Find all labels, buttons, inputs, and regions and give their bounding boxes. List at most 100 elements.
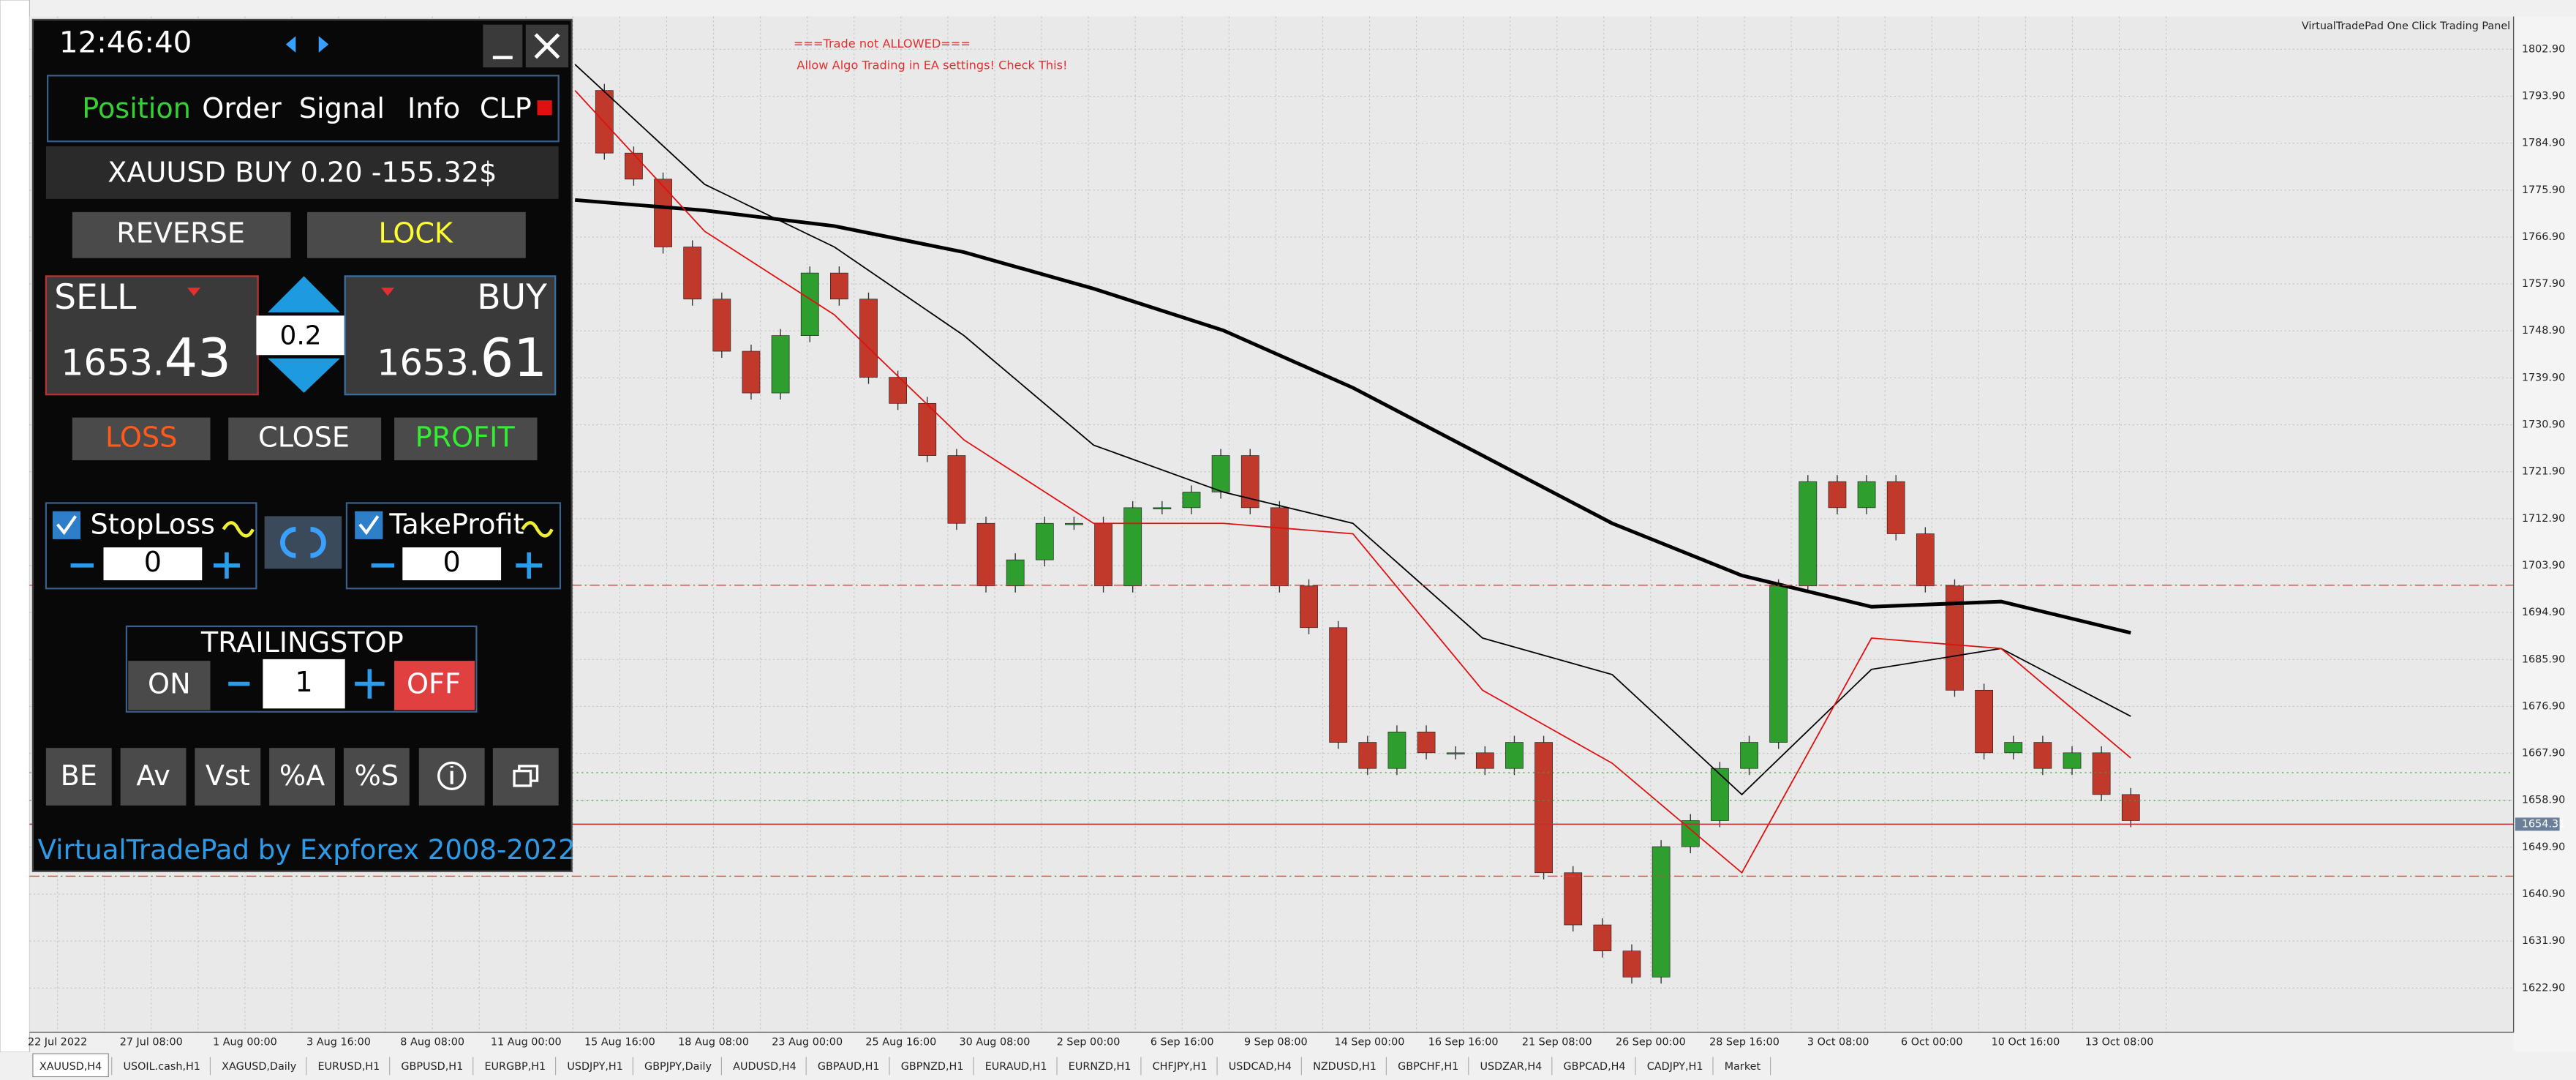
stoploss-input[interactable] bbox=[103, 547, 203, 581]
sell-button[interactable] bbox=[45, 275, 259, 396]
symbol-tab[interactable] bbox=[1640, 1054, 1710, 1077]
symbol-tab-label: GBPCAD,H4 bbox=[1564, 1061, 1626, 1073]
trailing-input[interactable] bbox=[263, 659, 345, 709]
x-tick-label: 23 Aug 00:00 bbox=[772, 1036, 843, 1048]
plus[interactable] bbox=[516, 552, 543, 579]
prev-arrow[interactable] bbox=[285, 36, 296, 53]
close-icon bbox=[534, 33, 560, 59]
tab[interactable]: CLP bbox=[480, 93, 532, 125]
takeprofit-input[interactable] bbox=[402, 547, 502, 581]
ma-line bbox=[574, 198, 2131, 635]
candle bbox=[1270, 507, 1289, 587]
y-tick-label: 1676.90 bbox=[2522, 700, 2565, 712]
symbol-tab-label: Market bbox=[1725, 1061, 1761, 1073]
window-icon bbox=[513, 769, 532, 787]
tool-button[interactable] bbox=[343, 748, 410, 806]
y-tick-label: 1685.90 bbox=[2522, 653, 2565, 665]
minimize-button[interactable] bbox=[483, 24, 523, 68]
tool-label: Vst bbox=[206, 760, 250, 792]
tab[interactable]: Signal bbox=[299, 93, 385, 125]
tab[interactable]: Position bbox=[82, 93, 191, 125]
candle bbox=[742, 350, 761, 394]
symbol-tab-label: EURUSD,H1 bbox=[317, 1061, 380, 1073]
symbol-tab[interactable] bbox=[32, 1053, 109, 1078]
candle bbox=[2063, 752, 2082, 769]
x-tick-label: 1 Aug 00:00 bbox=[213, 1036, 277, 1048]
candle bbox=[1622, 950, 1641, 978]
profit-button[interactable] bbox=[394, 417, 538, 461]
symbol-tab[interactable] bbox=[311, 1054, 387, 1077]
tool-button[interactable] bbox=[195, 748, 261, 806]
candle bbox=[1475, 752, 1494, 769]
symbol-tab-label: AUDUSD,H4 bbox=[733, 1061, 796, 1073]
symbol-tab[interactable] bbox=[394, 1054, 470, 1077]
window-button[interactable] bbox=[492, 748, 559, 806]
symbol-tab[interactable] bbox=[478, 1054, 553, 1077]
wave-icon[interactable] bbox=[521, 521, 554, 538]
symbol-tab[interactable] bbox=[1306, 1054, 1383, 1077]
tab[interactable]: Info bbox=[407, 93, 460, 125]
symbol-tab[interactable] bbox=[1473, 1054, 1549, 1077]
symbol-tab[interactable] bbox=[1145, 1054, 1214, 1077]
x-tick-label: 11 Aug 00:00 bbox=[491, 1036, 562, 1048]
lot-up[interactable] bbox=[268, 276, 340, 312]
wave-icon[interactable] bbox=[222, 521, 255, 538]
lot-down[interactable] bbox=[268, 358, 340, 393]
next-arrow[interactable] bbox=[318, 36, 329, 53]
lot-input[interactable] bbox=[256, 315, 345, 356]
symbol-tab[interactable] bbox=[978, 1054, 1054, 1077]
button-label: LOSS bbox=[105, 421, 177, 454]
ma-line bbox=[574, 64, 2131, 796]
symbol-tab[interactable] bbox=[726, 1054, 803, 1077]
symbol-tab-label: EURGBP,H1 bbox=[484, 1061, 546, 1073]
candle bbox=[1387, 731, 1406, 769]
candle bbox=[918, 402, 937, 456]
symbol-tab[interactable] bbox=[638, 1054, 718, 1077]
symbol-tab[interactable] bbox=[1061, 1054, 1138, 1077]
symbol-tab[interactable] bbox=[894, 1054, 971, 1077]
candle bbox=[1300, 585, 1318, 629]
loss-button[interactable] bbox=[72, 417, 211, 461]
candle bbox=[1564, 872, 1583, 926]
status-indicator bbox=[537, 100, 552, 116]
off-button[interactable] bbox=[394, 661, 475, 710]
x-tick-label: 25 Aug 16:00 bbox=[865, 1036, 936, 1048]
info-icon bbox=[437, 761, 467, 791]
reverse-button[interactable] bbox=[72, 211, 291, 258]
plus[interactable] bbox=[355, 669, 385, 699]
candle bbox=[829, 272, 848, 300]
tool-button[interactable] bbox=[120, 748, 187, 806]
refresh-button[interactable] bbox=[264, 516, 342, 569]
symbol-tab[interactable] bbox=[560, 1054, 630, 1077]
candle bbox=[1740, 742, 1758, 769]
close-all-button[interactable] bbox=[228, 417, 382, 461]
symbol-tab[interactable] bbox=[215, 1054, 304, 1077]
on-button[interactable] bbox=[128, 661, 211, 710]
candle bbox=[1916, 533, 1935, 587]
x-tick-label: 3 Aug 16:00 bbox=[306, 1036, 371, 1048]
symbol-tab[interactable] bbox=[1391, 1054, 1466, 1077]
takeprofit-label: TakeProfit bbox=[388, 509, 524, 541]
symbol-tab[interactable] bbox=[116, 1054, 207, 1077]
candle bbox=[683, 247, 702, 300]
tool-button[interactable] bbox=[269, 748, 335, 806]
y-tick-label: 1640.90 bbox=[2522, 888, 2565, 900]
candle bbox=[1094, 522, 1112, 587]
candle bbox=[1446, 752, 1465, 754]
candle bbox=[1857, 481, 1876, 509]
symbol-tab[interactable] bbox=[1556, 1054, 1632, 1077]
buy-button[interactable] bbox=[344, 275, 557, 396]
symbol-tab[interactable] bbox=[810, 1054, 886, 1077]
tool-button[interactable] bbox=[45, 748, 112, 806]
symbol-tab-label: EURNZD,H1 bbox=[1069, 1061, 1131, 1073]
x-tick-label: 14 Sep 00:00 bbox=[1335, 1036, 1405, 1048]
plus[interactable] bbox=[214, 552, 240, 579]
candle bbox=[1182, 492, 1201, 509]
tool-row: BE Av Vst %A %S bbox=[45, 748, 410, 806]
tab[interactable]: Order bbox=[202, 93, 282, 125]
symbol-tab[interactable] bbox=[1221, 1054, 1298, 1077]
symbol-tab[interactable] bbox=[1717, 1054, 1768, 1077]
chart-title: VirtualTradePad One Click Trading Panel bbox=[2302, 20, 2510, 32]
alert: ===Trade not ALLOWED=== bbox=[794, 37, 971, 50]
lock-button[interactable] bbox=[307, 211, 526, 258]
